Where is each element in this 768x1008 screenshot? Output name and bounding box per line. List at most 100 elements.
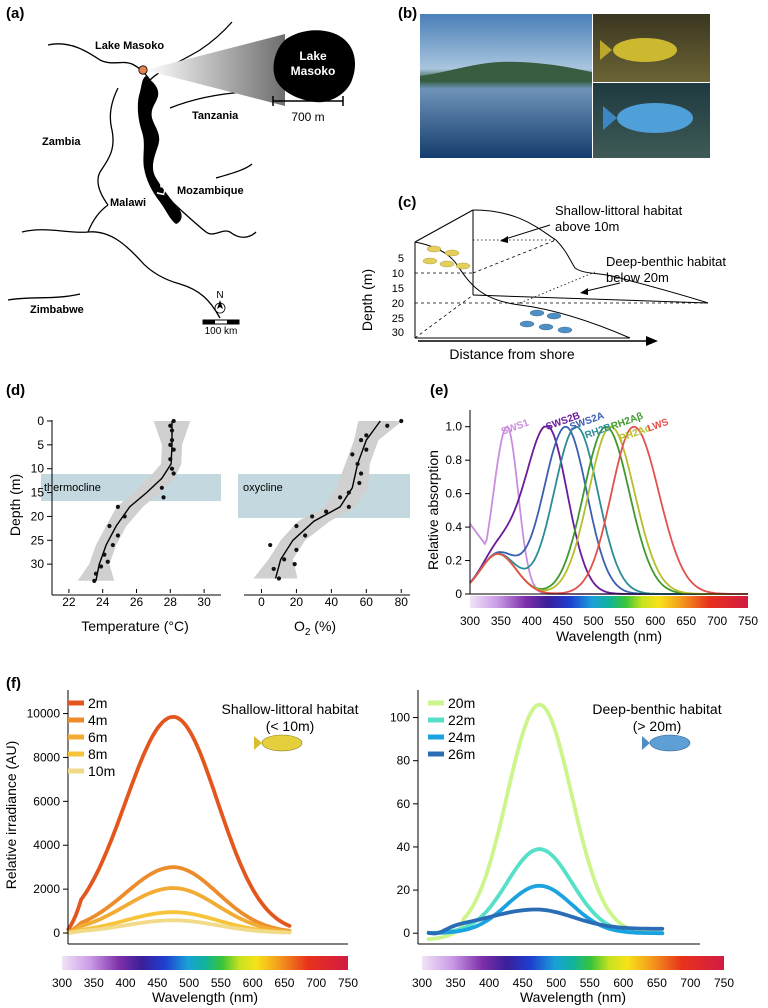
panel-label-c: (c) xyxy=(398,194,416,211)
data-point xyxy=(169,437,175,443)
y-tick-label: 2000 xyxy=(33,882,60,896)
north-label: N xyxy=(216,290,223,301)
panel-a-map: (a) Lake Malawi Lake Masoko 700 m xyxy=(6,5,356,337)
data-point xyxy=(168,442,173,447)
yellow-fish-icon xyxy=(613,38,677,62)
inset-lake-label-2: Masoko xyxy=(291,64,336,78)
x-tick-label: 750 xyxy=(738,614,758,628)
thermocline-label: thermocline xyxy=(44,482,101,494)
y-tick-label: 0.4 xyxy=(445,520,462,534)
irradiance-curve-4m xyxy=(66,865,292,934)
data-point xyxy=(92,578,97,583)
data-point xyxy=(171,447,176,452)
data-point xyxy=(122,514,127,519)
data-point xyxy=(93,571,99,576)
x-tick-label: 30 xyxy=(197,595,211,609)
habitat-depth-label: Depth (m) xyxy=(359,269,375,331)
y-tick-label: 1.0 xyxy=(445,420,462,434)
inset-scale-label: 700 m xyxy=(291,110,324,124)
blue-fish-icon xyxy=(617,103,693,133)
x-tick-label: 500 xyxy=(179,976,199,990)
oxygen-points xyxy=(268,418,404,581)
shallow-fish-group xyxy=(422,245,471,270)
country-tanzania: Tanzania xyxy=(192,110,239,122)
oxygen-xlabel-tail: (%) xyxy=(310,618,336,634)
x-tick-label: 28 xyxy=(164,595,178,609)
e-xlabel: Wavelength (nm) xyxy=(556,628,662,644)
x-tick-label: 400 xyxy=(479,976,499,990)
north-arrow-icon xyxy=(214,300,226,314)
f-left-title: Shallow-littoral habitat xyxy=(222,701,359,717)
y-tick-label: 0 xyxy=(53,926,60,940)
f-ylabel: Relative irradiance (AU) xyxy=(3,741,19,890)
x-tick-label: 700 xyxy=(707,614,727,628)
data-point xyxy=(399,418,404,424)
lake-photo-hills xyxy=(420,61,592,82)
pigment-label-7: LWS xyxy=(646,417,670,435)
data-point xyxy=(169,428,175,433)
depth-tick-30: 30 xyxy=(392,327,404,339)
f-right-subtitle: (> 20m) xyxy=(633,718,682,734)
absorption-curve-sws2a xyxy=(469,425,748,595)
oxygen-xlabel: O2 (%) xyxy=(294,618,336,638)
x-tick-label: 500 xyxy=(546,976,566,990)
depth-tick-25: 25 xyxy=(392,313,404,325)
x-tick-label: 20 xyxy=(290,595,304,609)
data-point xyxy=(268,542,273,548)
country-malawi: Malawi xyxy=(110,197,146,209)
lake-malawi-shape xyxy=(137,76,182,224)
habitat-guides xyxy=(414,239,708,339)
x-tick-label: 600 xyxy=(613,976,633,990)
depth-tick-10: 10 xyxy=(392,268,404,280)
deep-habitat-label-2: below 20m xyxy=(606,270,669,285)
country-mozambique: Mozambique xyxy=(177,185,244,197)
deep-fish-icon xyxy=(642,734,691,752)
data-point xyxy=(168,457,173,462)
data-point xyxy=(102,552,107,557)
data-point xyxy=(346,490,351,495)
data-point xyxy=(276,576,282,581)
data-point xyxy=(358,437,364,443)
temperature-xlabel: Temperature (°C) xyxy=(81,618,189,634)
deep-habitat-label-1: Deep-benthic habitat xyxy=(606,254,726,269)
absorption-curve-sws1 xyxy=(469,425,748,595)
x-tick-label: 700 xyxy=(680,976,700,990)
data-point xyxy=(357,480,362,486)
legend-label-10m: 10m xyxy=(88,763,115,779)
y-tick-label: 0 xyxy=(37,414,44,428)
x-tick-label: 24 xyxy=(96,595,110,609)
habitat-dots xyxy=(473,239,596,304)
panel-label-f: (f) xyxy=(6,675,21,692)
x-tick-label: 350 xyxy=(446,976,466,990)
f-right-xlabel: Wavelength (nm) xyxy=(520,989,626,1005)
panel-b-photos: (b) xyxy=(398,5,710,158)
panel-label-d: (d) xyxy=(6,382,25,399)
x-tick-label: 700 xyxy=(306,976,326,990)
panel-c-habitat: (c) Depth (m) 5 10 15 20 25 30 xyxy=(359,194,726,362)
x-tick-label: 450 xyxy=(513,976,533,990)
data-point xyxy=(338,495,343,500)
irradiance-curve-6m xyxy=(66,886,292,935)
y-tick-label: 8000 xyxy=(33,750,60,764)
lake-masoko-inset xyxy=(273,30,356,103)
x-tick-label: 750 xyxy=(338,976,358,990)
data-point xyxy=(110,542,115,548)
oxycline-label: oxycline xyxy=(243,482,283,494)
y-tick-label: 0.8 xyxy=(445,453,462,467)
x-tick-label: 400 xyxy=(116,976,136,990)
y-tick-label: 20 xyxy=(31,509,45,523)
e-ylabel: Relative absorption xyxy=(425,450,441,570)
distance-label: Distance from shore xyxy=(449,346,574,362)
x-tick-label: 650 xyxy=(647,976,667,990)
legend-label-20m: 20m xyxy=(448,695,475,711)
irradiance-curve-10m xyxy=(66,918,292,935)
y-tick-label: 5 xyxy=(37,438,44,452)
depth-tick-5: 5 xyxy=(398,253,404,265)
legend-label-4m: 4m xyxy=(88,712,107,728)
country-zambia: Zambia xyxy=(42,136,81,148)
x-tick-label: 400 xyxy=(522,614,542,628)
x-tick-label: 80 xyxy=(395,595,409,609)
x-tick-label: 550 xyxy=(211,976,231,990)
panel-e-absorption: (e) 300 350 400 450 500 550 600 650 700 750 0 0.2 0.… xyxy=(425,382,758,644)
